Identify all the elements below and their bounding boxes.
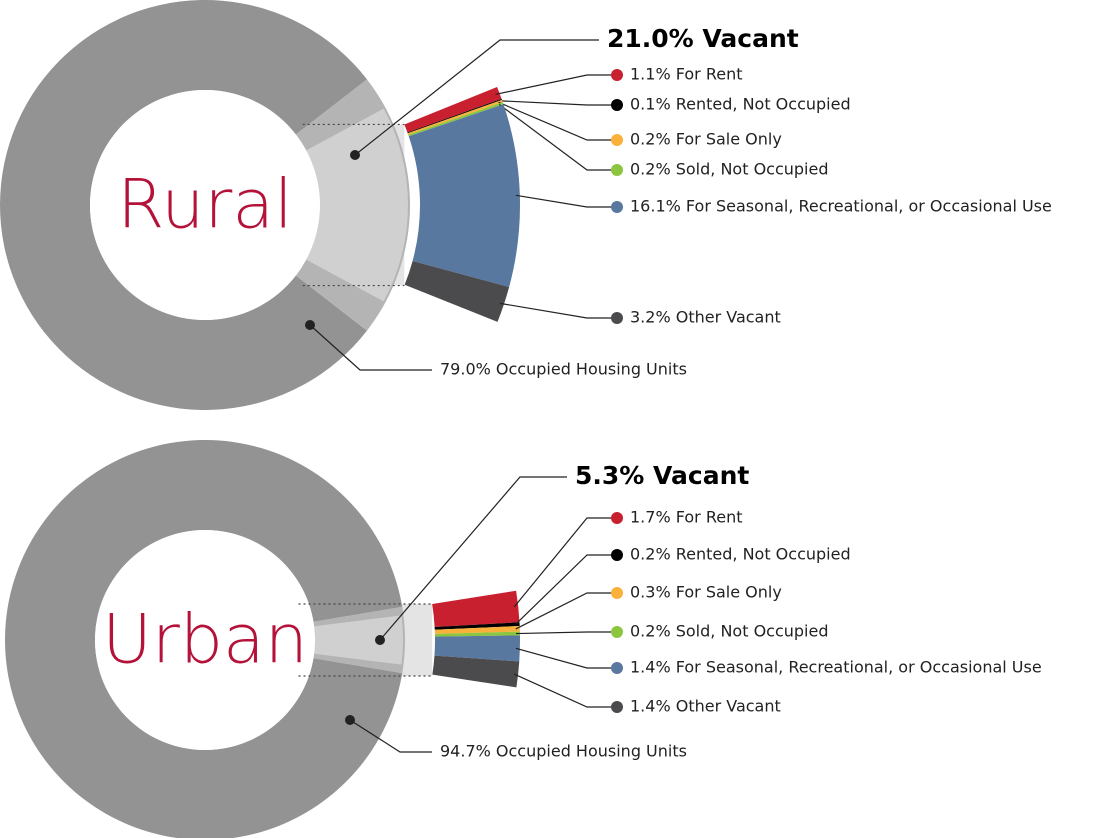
- legend-dot: [611, 69, 623, 81]
- breakdown-slice: [432, 655, 520, 688]
- leader-line: [515, 592, 617, 630]
- occupied-label: 79.0% Occupied Housing Units: [440, 360, 687, 379]
- donut-hole: [95, 530, 315, 750]
- center-label: Urban: [102, 601, 308, 680]
- leader-line: [309, 324, 432, 371]
- leader-line: [379, 476, 567, 641]
- breakdown-slice: [407, 98, 502, 134]
- occupied-label: 94.7% Occupied Housing Units: [440, 742, 687, 761]
- leader-line: [349, 719, 432, 753]
- breakdown-label: 0.2% Rented, Not Occupied: [630, 545, 851, 564]
- legend-dot: [611, 626, 623, 638]
- breakdown-slice: [434, 626, 520, 634]
- leader-line: [515, 631, 617, 635]
- occupied-slice: [5, 440, 403, 838]
- leader-line: [354, 39, 599, 156]
- breakdown-slice: [434, 631, 520, 637]
- breakdown-slice: [408, 104, 520, 287]
- legend-dot: [611, 549, 623, 561]
- occupied-slice: [0, 0, 367, 411]
- leader-line: [515, 647, 617, 669]
- leader-line: [498, 101, 617, 141]
- leader-dot: [305, 320, 315, 330]
- leader-line: [498, 104, 617, 171]
- leader-line: [513, 673, 617, 708]
- breakdown-label: 1.4% For Seasonal, Recreational, or Occa…: [630, 658, 1042, 677]
- breakdown-label: 1.7% For Rent: [630, 508, 742, 527]
- breakdown-slice: [404, 260, 510, 322]
- legend-dot: [611, 134, 623, 146]
- leader-dot: [375, 635, 385, 645]
- vacant-inner: [314, 615, 403, 665]
- breakdown-slice: [408, 102, 504, 137]
- breakdown-slice: [434, 635, 520, 662]
- breakdown-label: 0.3% For Sale Only: [630, 583, 782, 602]
- vacant-inner: [306, 108, 409, 302]
- breakdown-label: 1.1% For Rent: [630, 65, 742, 84]
- breakdown-label: 3.2% Other Vacant: [630, 308, 781, 327]
- vacant-label: 5.3% Vacant: [575, 461, 749, 490]
- legend-dot: [611, 662, 623, 674]
- donut-hole: [90, 90, 320, 320]
- breakdown-slice: [404, 86, 502, 133]
- breakdown-label: 16.1% For Seasonal, Recreational, or Occ…: [630, 197, 1052, 216]
- breakdown-label: 0.2% Sold, Not Occupied: [630, 160, 829, 179]
- legend-dot: [611, 312, 623, 324]
- breakdown-label: 0.1% Rented, Not Occupied: [630, 95, 851, 114]
- vacant-label: 21.0% Vacant: [607, 24, 799, 53]
- leader-line: [497, 100, 617, 106]
- breakdown-slice: [407, 99, 503, 135]
- breakdown-label: 0.2% Sold, Not Occupied: [630, 622, 829, 641]
- breakdown-label: 1.4% Other Vacant: [630, 697, 781, 716]
- legend-dot: [611, 201, 623, 213]
- breakdown-slice: [434, 622, 520, 630]
- legend-dot: [611, 164, 623, 176]
- legend-dot: [611, 99, 623, 111]
- breakdown-slice: [432, 590, 520, 628]
- leader-line: [515, 194, 617, 208]
- leader-line: [499, 302, 617, 319]
- leader-line: [513, 517, 617, 608]
- leader-line: [515, 554, 617, 625]
- leader-dot: [350, 150, 360, 160]
- legend-dot: [611, 587, 623, 599]
- breakdown-label: 0.2% For Sale Only: [630, 130, 782, 149]
- leader-dot: [345, 715, 355, 725]
- center-label: Rural: [117, 166, 293, 245]
- legend-dot: [611, 701, 623, 713]
- legend-dot: [611, 512, 623, 524]
- leader-line: [495, 74, 617, 95]
